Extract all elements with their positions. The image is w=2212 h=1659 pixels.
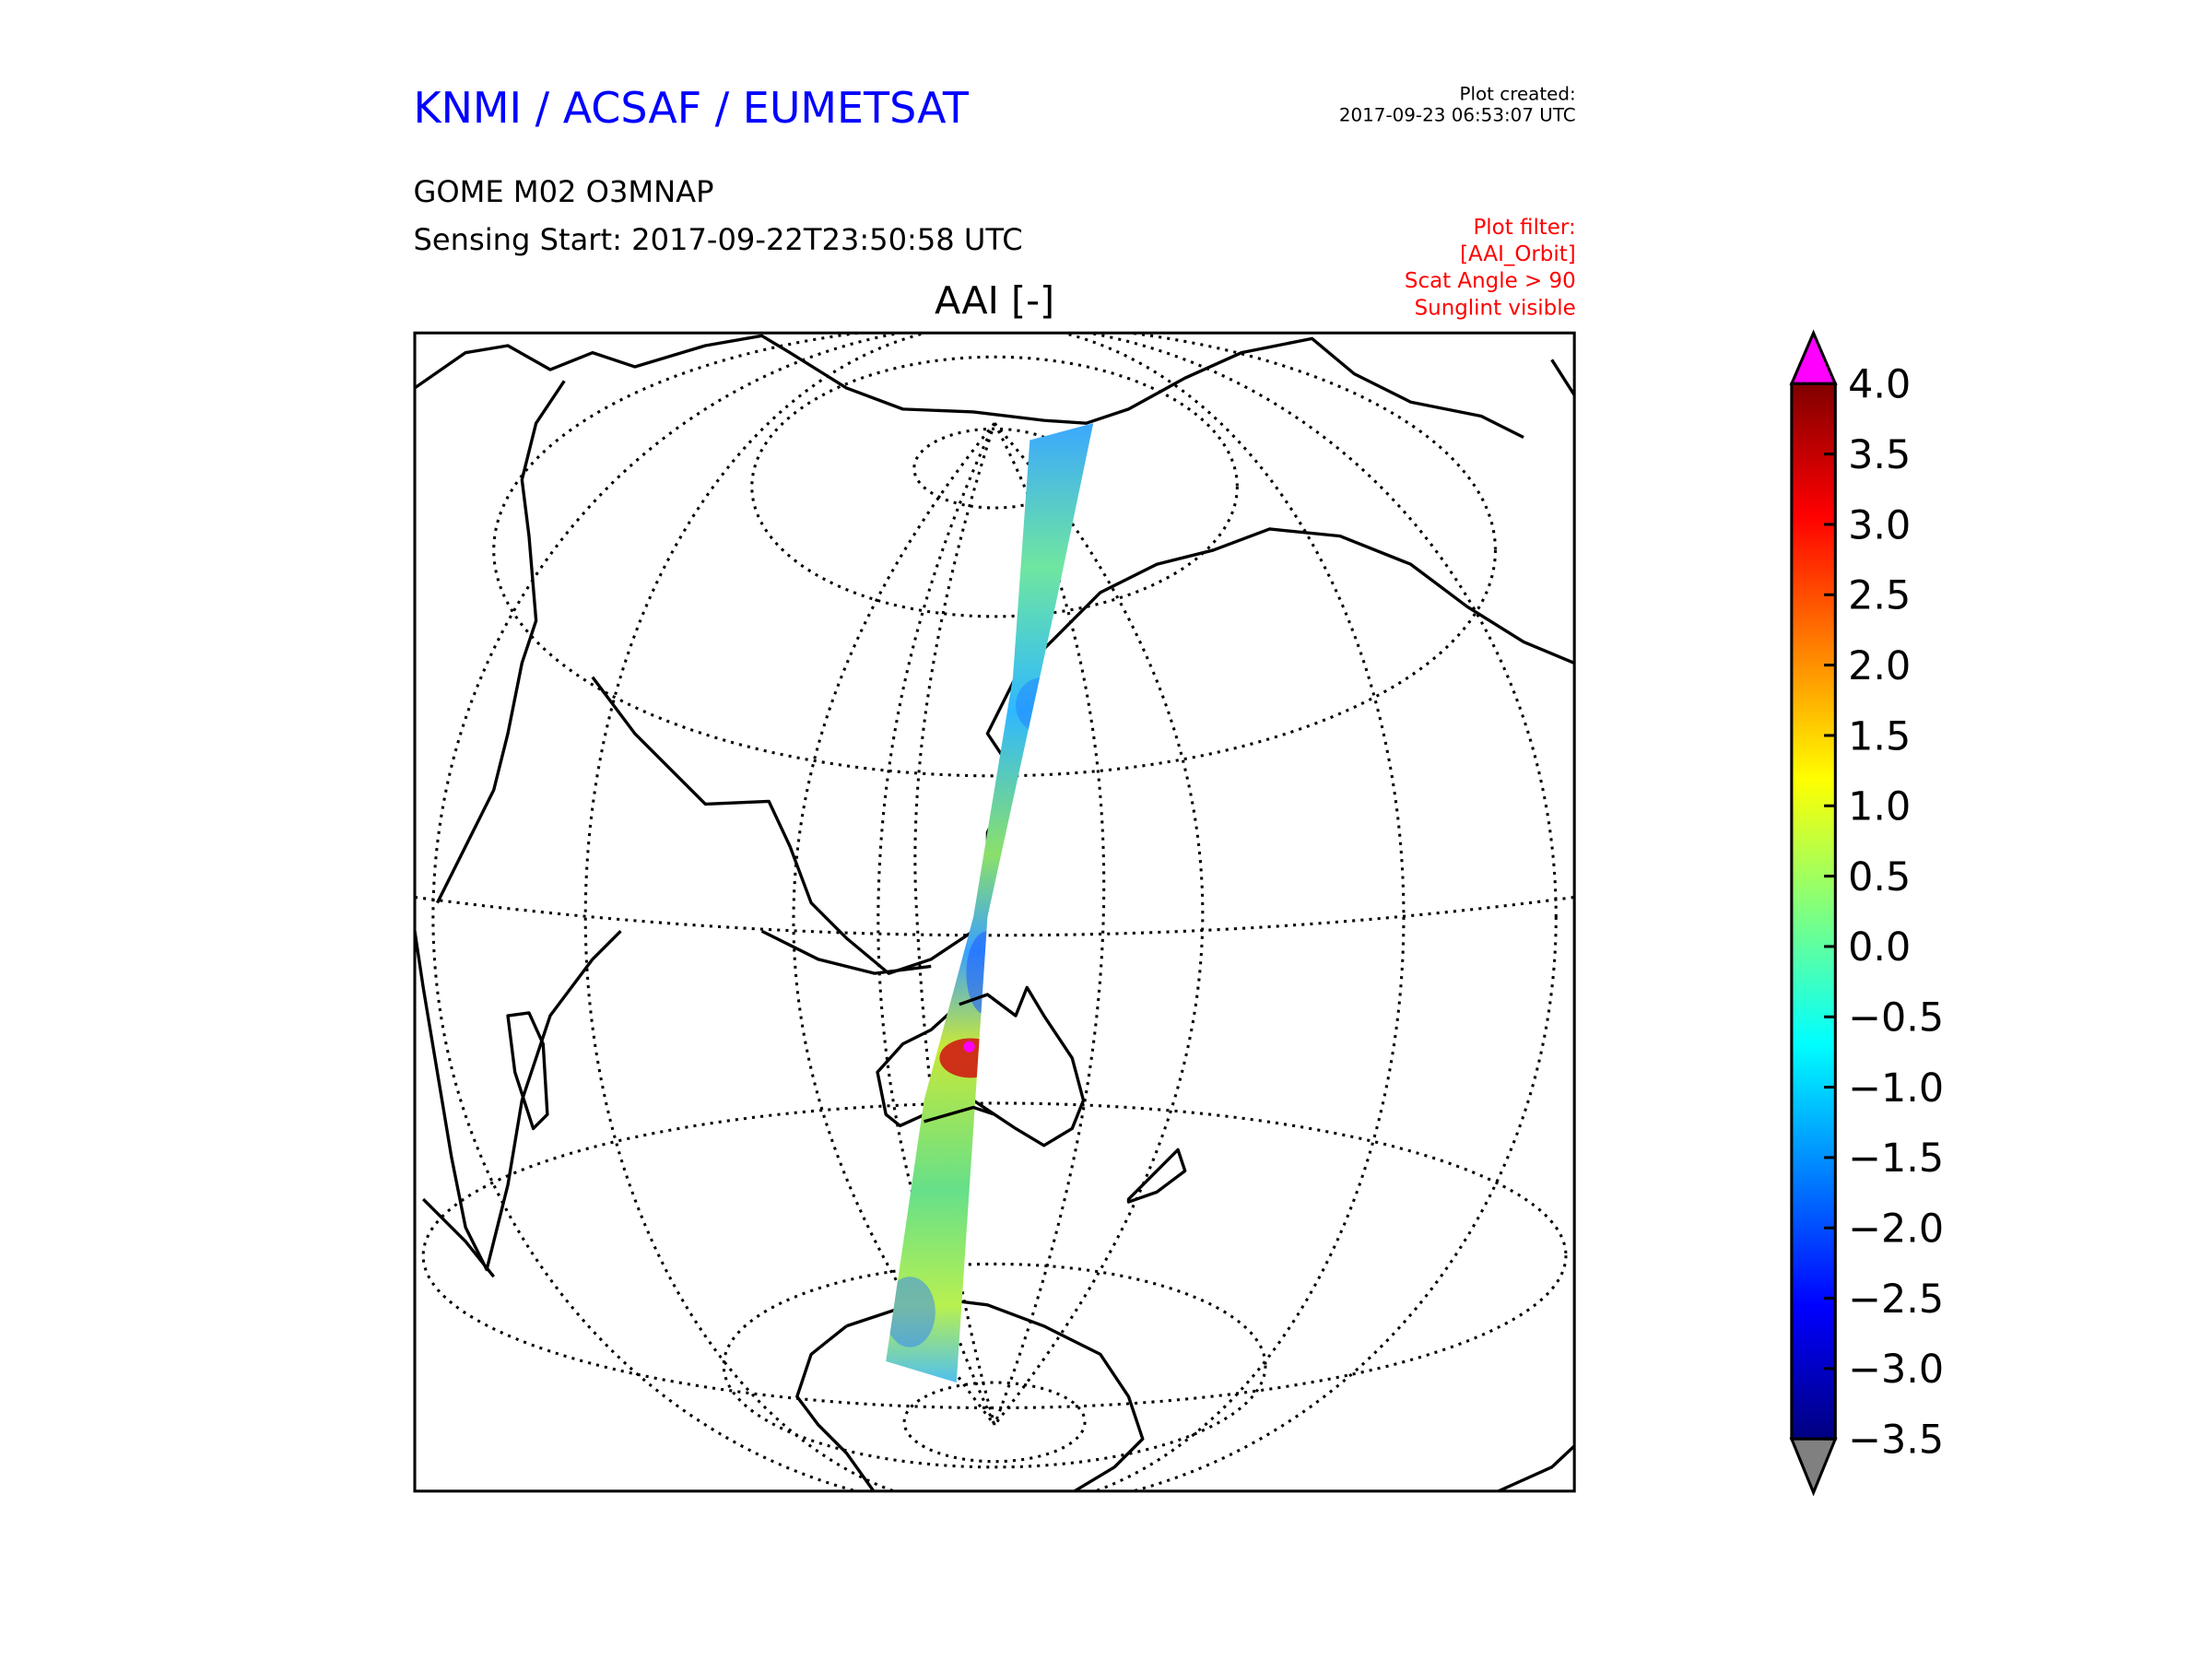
map-title: AAI [-] <box>935 278 1054 323</box>
plot-filter-line: Plot filter: <box>1473 216 1575 240</box>
aai-swath <box>886 423 1094 1382</box>
colorbar-gradient <box>1790 382 1837 1441</box>
colorbar-tick-label: 1.5 <box>1848 713 1911 759</box>
colorbar-tick-label: 4.0 <box>1848 362 1911 408</box>
colorbar-tick-label: 0.0 <box>1848 924 1911 971</box>
colorbar-tick-label: −1.0 <box>1848 1065 1944 1112</box>
colorbar-tick-label: 2.5 <box>1848 573 1911 619</box>
plot-created-label: Plot created: <box>1460 84 1576 105</box>
colorbar-tick-label: 3.5 <box>1848 432 1911 478</box>
colorbar-tick-label: 3.0 <box>1848 502 1911 548</box>
product-name: GOME M02 O3MNAP <box>413 174 713 209</box>
colorbar-tick-label: −1.5 <box>1848 1135 1944 1182</box>
colorbar-over-triangle <box>1789 329 1838 385</box>
colorbar-tick-label: −0.5 <box>1848 995 1944 1041</box>
map-frame <box>413 331 1576 1493</box>
colorbar-under-triangle <box>1789 1437 1838 1497</box>
colorbar-tick-label: 1.0 <box>1848 784 1911 830</box>
sensing-start: Sensing Start: 2017-09-22T23:50:58 UTC <box>413 222 1022 257</box>
colorbar: 4.0 3.5 3.0 2.5 2.0 1.5 1.0 0.5 0.0 −0.5 −1.0 −1.5 −… <box>1789 329 1944 1497</box>
colorbar-tick-label: −2.0 <box>1848 1206 1944 1253</box>
colorbar-ticks: 4.0 3.5 3.0 2.5 2.0 1.5 1.0 0.5 0.0 −0.5 −1.0 −1.5 −… <box>1824 362 1944 1464</box>
plot-created-value: 2017-09-23 06:53:07 UTC <box>1339 105 1576 126</box>
colorbar-tick-label: −3.0 <box>1848 1347 1944 1393</box>
map-panel <box>415 333 1575 1491</box>
plot-filter-line: Scat Angle > 90 <box>1405 269 1576 293</box>
coastlines <box>415 334 1575 1491</box>
colorbar-tick-label: −3.5 <box>1848 1418 1944 1464</box>
plot-filter-line: Sunglint visible <box>1415 296 1576 320</box>
graticule <box>415 333 1575 1491</box>
colorbar-tick-label: 2.0 <box>1848 643 1911 689</box>
colorbar-tick-label: −2.5 <box>1848 1277 1944 1323</box>
org-title: KNMI / ACSAF / EUMETSAT <box>413 83 969 133</box>
colorbar-tick-label: 0.5 <box>1848 854 1911 900</box>
plot-filter-line: [AAI_Orbit] <box>1460 242 1576 266</box>
